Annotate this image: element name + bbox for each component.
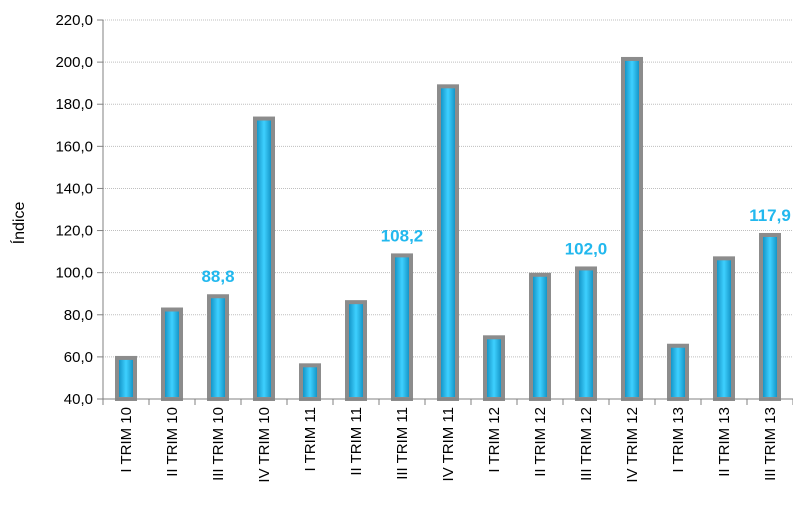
x-tick-label: II TRIM 11	[348, 407, 365, 476]
y-tick-label: 180,0	[55, 96, 93, 113]
x-tick-label: IV TRIM 11	[440, 407, 457, 481]
bar	[115, 355, 137, 402]
bar	[529, 272, 551, 401]
bar	[575, 266, 597, 402]
y-tick-label: 40,0	[64, 391, 93, 408]
bar	[713, 256, 735, 401]
bar	[345, 300, 367, 401]
data-label: 108,2	[381, 226, 424, 245]
y-tick-label: 220,0	[55, 12, 93, 29]
y-tick-label: 60,0	[64, 349, 93, 366]
x-tick-label: III TRIM 12	[578, 407, 595, 481]
bar	[391, 253, 413, 401]
bars	[115, 56, 781, 402]
x-tick-label: I TRIM 10	[118, 407, 135, 473]
x-tick-label: III TRIM 13	[762, 407, 779, 481]
x-tick-label: III TRIM 10	[210, 407, 227, 481]
y-tick-labels: 40,0 60,0 80,0 100,0 120,0 140,0 160,0 180,0 200…	[55, 12, 93, 408]
x-tick-label: I TRIM 12	[486, 407, 503, 473]
data-label: 117,9	[749, 206, 791, 225]
y-tick-label: 200,0	[55, 54, 93, 71]
data-labels: 88,8 108,2 102,0 117,9	[201, 206, 790, 286]
x-tick-label: II TRIM 12	[532, 407, 549, 477]
x-tick-label: II TRIM 13	[716, 407, 733, 477]
bar	[437, 84, 459, 401]
bar	[667, 343, 689, 401]
bar	[161, 307, 183, 401]
x-tick-label: I TRIM 13	[670, 407, 687, 473]
x-tick-label: II TRIM 10	[164, 407, 181, 477]
y-tick-label: 80,0	[64, 307, 93, 324]
bar	[759, 232, 781, 401]
data-label: 88,8	[201, 267, 234, 286]
x-tick-labels: I TRIM 10 II TRIM 10 III TRIM 10 IV TRIM 10…	[118, 407, 779, 483]
x-tick-label: IV TRIM 10	[256, 407, 273, 483]
bar	[253, 116, 275, 401]
bar	[299, 363, 321, 401]
bar	[207, 294, 229, 402]
data-label: 102,0	[565, 239, 608, 258]
y-tick-label: 140,0	[55, 180, 93, 197]
x-tick-label: I TRIM 11	[302, 407, 319, 471]
x-tick-label: IV TRIM 12	[624, 407, 641, 483]
y-tick-label: 100,0	[55, 265, 93, 282]
y-axis-title: Índice	[9, 202, 28, 245]
bar	[483, 335, 505, 401]
bar	[621, 56, 643, 401]
axes	[102, 20, 793, 405]
x-tick-label: III TRIM 11	[394, 407, 411, 480]
y-tick-label: 120,0	[55, 223, 93, 240]
y-tick-label: 160,0	[55, 138, 93, 155]
